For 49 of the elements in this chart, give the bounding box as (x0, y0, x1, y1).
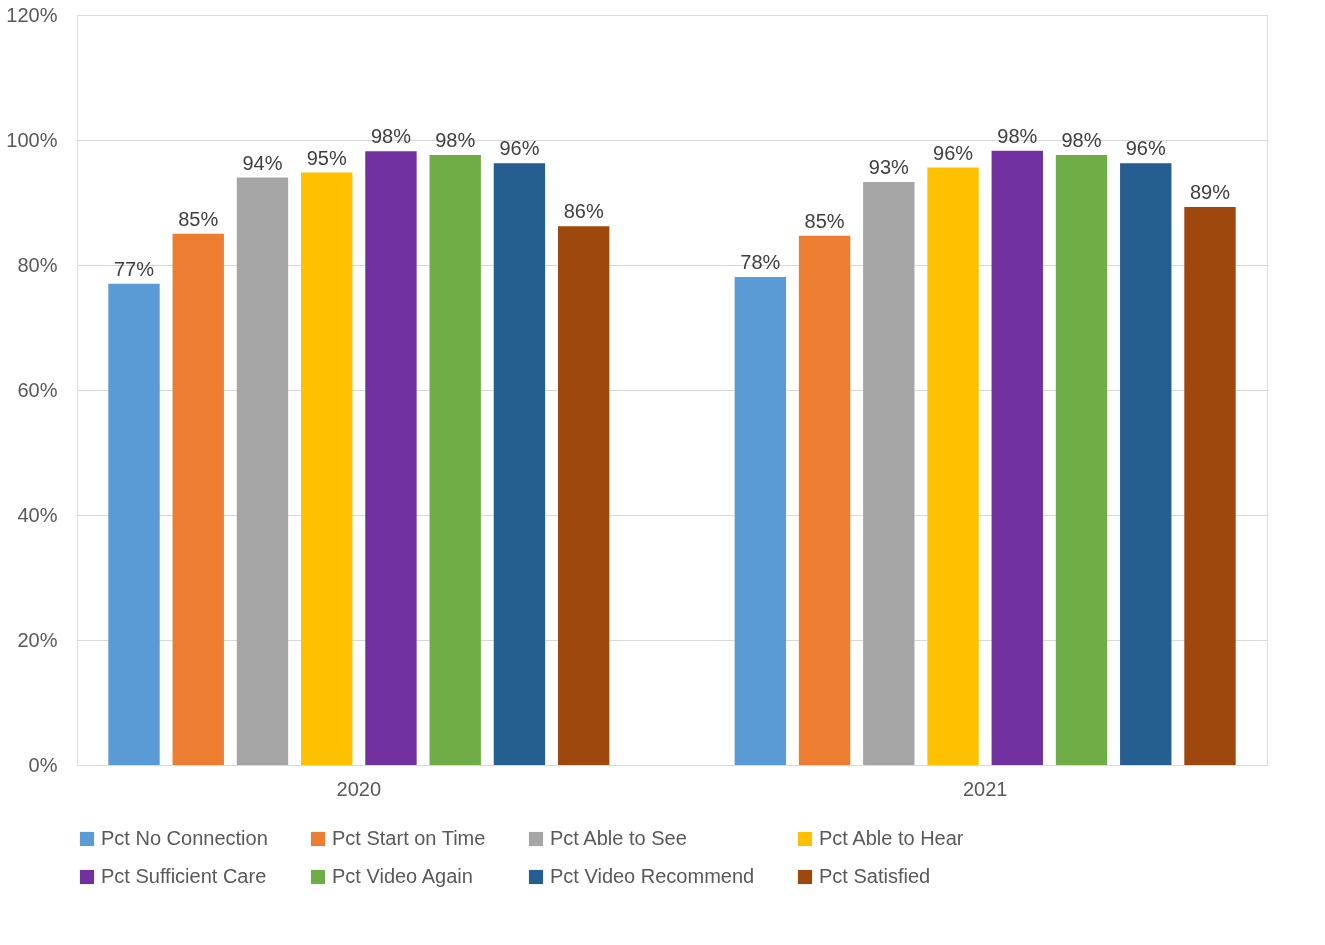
data-label: 96% (933, 141, 974, 164)
legend-label: Pct Sufficient Care (101, 865, 267, 887)
bar (1120, 163, 1172, 765)
legend-label: Pct Satisfied (819, 865, 931, 887)
bar (1055, 155, 1108, 765)
bar (236, 177, 289, 765)
data-label: 77% (114, 257, 155, 280)
data-label: 94% (242, 151, 283, 174)
y-tick-label: 40% (17, 503, 58, 526)
data-label: 85% (804, 209, 845, 232)
y-tick-label: 60% (17, 378, 58, 401)
bar (429, 155, 481, 765)
y-tick-label: 80% (17, 253, 58, 276)
legend-label: Pct Video Again (332, 865, 473, 887)
x-tick-label: 2021 (962, 777, 1008, 800)
bar (991, 150, 1043, 765)
bar (301, 172, 353, 765)
bar (557, 226, 610, 765)
data-label: 85% (178, 207, 219, 230)
data-label: 98% (370, 125, 412, 148)
bar (734, 276, 787, 765)
legend-label: Pct Video Recommend (550, 865, 755, 887)
bar (365, 151, 417, 765)
data-label: 86% (563, 200, 604, 223)
legend-label: Pct Start on Time (332, 827, 486, 849)
y-tick-label: 20% (17, 628, 58, 651)
data-label: 96% (499, 137, 540, 160)
bar (108, 283, 160, 765)
y-tick-label: 0% (28, 753, 58, 776)
bar (863, 181, 915, 765)
bar (1184, 206, 1236, 765)
data-label: 96% (1125, 137, 1166, 160)
bar (927, 167, 979, 765)
data-label: 89% (1189, 180, 1231, 203)
data-label: 98% (1061, 129, 1102, 151)
data-label: 98% (435, 129, 476, 151)
bar (493, 163, 546, 765)
y-tick-label: 120% (6, 3, 58, 26)
legend-label: Pct Able to Hear (819, 827, 964, 849)
legend-label: Pct No Connection (101, 827, 268, 849)
x-tick-label: 2020 (336, 777, 382, 800)
bar (172, 233, 224, 765)
legend-label: Pct Able to See (550, 827, 687, 849)
data-label: 93% (868, 155, 910, 178)
data-label: 78% (740, 250, 781, 273)
data-label: 95% (306, 146, 347, 169)
y-tick-label: 100% (6, 128, 58, 151)
bar (798, 235, 851, 765)
data-label: 98% (997, 124, 1038, 147)
